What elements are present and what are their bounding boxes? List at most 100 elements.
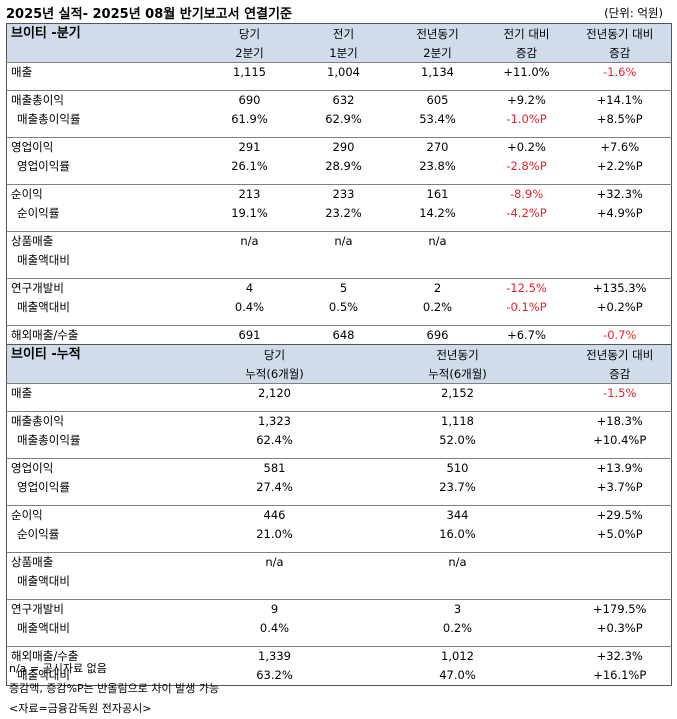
value-cell: 52.0% [439, 433, 476, 447]
gap-cell [7, 450, 203, 459]
header-row-sub: 2분기 1분기 2분기 증감 증감 [6, 43, 672, 63]
value-cell: n/a [296, 231, 391, 251]
value-cell: 3 [346, 599, 569, 619]
value-cell: 26.1% [231, 159, 268, 173]
gap-cell [297, 270, 391, 279]
gap-cell [7, 129, 203, 138]
value-cell: n/a [346, 552, 569, 572]
value-cell: 23.7% [439, 480, 476, 494]
gap-cell [7, 544, 203, 553]
value-cell: 0.5% [328, 300, 359, 314]
value-cell: +14.1% [568, 90, 672, 110]
value-cell: 14.2% [419, 206, 456, 220]
gap-cell [203, 544, 347, 553]
gap-cell [485, 129, 569, 138]
gap-cell [347, 450, 569, 459]
value-cell: 696 [390, 325, 485, 345]
table-row: 상품매출 n/a n/a n/a [6, 231, 672, 251]
gap-cell [297, 82, 391, 91]
table-row: 매출액대비 0.4% 0.5% 0.2% -0.1%P +0.2%P [7, 298, 672, 317]
value-cell [484, 231, 569, 251]
row-label: 해외매출/수출 [6, 325, 203, 345]
column-subheader: 증감 [484, 43, 569, 63]
row-label: 매출액대비 [17, 574, 70, 588]
group-gap [7, 497, 672, 506]
gap-cell [391, 317, 485, 326]
value-cell: +32.3% [568, 646, 672, 666]
table-row: 순이익 213 233 161 -8.9% +32.3% [6, 184, 672, 204]
header-spacer [6, 43, 203, 63]
column-header: 전년동기 [346, 344, 569, 364]
quarterly-table: 브이티 -분기 당기 전기 전년동기 전기 대비 전년동기 대비 2분기 1분기 2분기 증감 증감… [6, 23, 672, 365]
value-cell: +16.1%P [593, 668, 647, 682]
value-cell: n/a [202, 552, 347, 572]
gap-cell [391, 176, 485, 185]
value-cell: 2 [390, 278, 485, 298]
value-cell: 648 [296, 325, 391, 345]
column-subheader: 1분기 [296, 43, 391, 63]
table-row: 해외매출/수출 1,339 1,012 +32.3% [6, 646, 672, 666]
footnotes: n/a = 공시자료 없음 증감액, 증감%P는 반올림으로 차이 발생 가능 … [9, 659, 219, 719]
gap-cell [485, 176, 569, 185]
row-label: 매출 [11, 65, 33, 79]
table-row: 매출총이익 1,323 1,118 +18.3% [6, 411, 672, 431]
value-cell: +0.3%P [596, 621, 643, 635]
gap-cell [203, 403, 347, 412]
value-cell: +9.2% [484, 90, 569, 110]
row-label: 매출총이익 [6, 411, 203, 431]
row-label: 매출액대비 [17, 621, 70, 635]
value-cell: 0.2% [422, 300, 453, 314]
note-na: n/a = 공시자료 없음 [9, 662, 107, 675]
value-cell: n/a [202, 231, 297, 251]
value-cell: +3.7%P [596, 480, 643, 494]
value-cell: +4.9%P [596, 206, 643, 220]
value-cell: +13.9% [568, 458, 672, 478]
value-cell: 27.4% [256, 480, 293, 494]
gap-cell [203, 317, 297, 326]
page-title: 2025년 실적- 2025년 08월 반기보고서 연결기준 [6, 7, 292, 22]
column-subheader: 2분기 [202, 43, 297, 63]
group-gap [7, 176, 672, 185]
value-cell: 5 [296, 278, 391, 298]
column-subheader: 증감 [568, 43, 672, 63]
value-cell: 0.4% [234, 300, 265, 314]
row-label: 순이익 [6, 505, 203, 525]
value-cell: +32.3% [568, 184, 672, 204]
gap-cell [7, 591, 203, 600]
group-gap [7, 450, 672, 459]
row-label: 매출액대비 [17, 668, 70, 682]
column-subheader: 누적(6개월) [346, 364, 569, 384]
gap-cell [569, 223, 672, 232]
gap-cell [485, 270, 569, 279]
gap-cell [297, 129, 391, 138]
value-cell [568, 552, 672, 572]
gap-cell [569, 403, 672, 412]
gap-cell [203, 497, 347, 506]
table-row: 해외매출/수출 691 648 696 +6.7% -0.7% [6, 325, 672, 345]
gap-cell [203, 270, 297, 279]
group-gap [7, 270, 672, 279]
gap-cell [569, 176, 672, 185]
value-cell: -0.7% [568, 325, 672, 345]
section-title: 브이티 -분기 [6, 23, 203, 43]
value-cell: 23.8% [419, 159, 456, 173]
table-row: 연구개발비 4 5 2 -12.5% +135.3% [6, 278, 672, 298]
value-cell: 1,004 [327, 65, 360, 79]
value-cell: 1,012 [346, 646, 569, 666]
value-cell: -1.0%P [506, 112, 547, 126]
gap-cell [391, 270, 485, 279]
value-cell: 632 [296, 90, 391, 110]
value-cell [297, 251, 391, 270]
gap-cell [485, 82, 569, 91]
gap-cell [347, 497, 569, 506]
value-cell: 62.4% [256, 433, 293, 447]
value-cell: 1,339 [202, 646, 347, 666]
row-label: 상품매출 [6, 231, 203, 251]
gap-cell [7, 270, 203, 279]
value-cell: 16.0% [439, 527, 476, 541]
row-label: 순이익률 [17, 527, 60, 541]
value-cell: 161 [390, 184, 485, 204]
table-row: 매출액대비 [7, 251, 672, 270]
value-cell: 344 [346, 505, 569, 525]
header-spacer [6, 364, 203, 384]
